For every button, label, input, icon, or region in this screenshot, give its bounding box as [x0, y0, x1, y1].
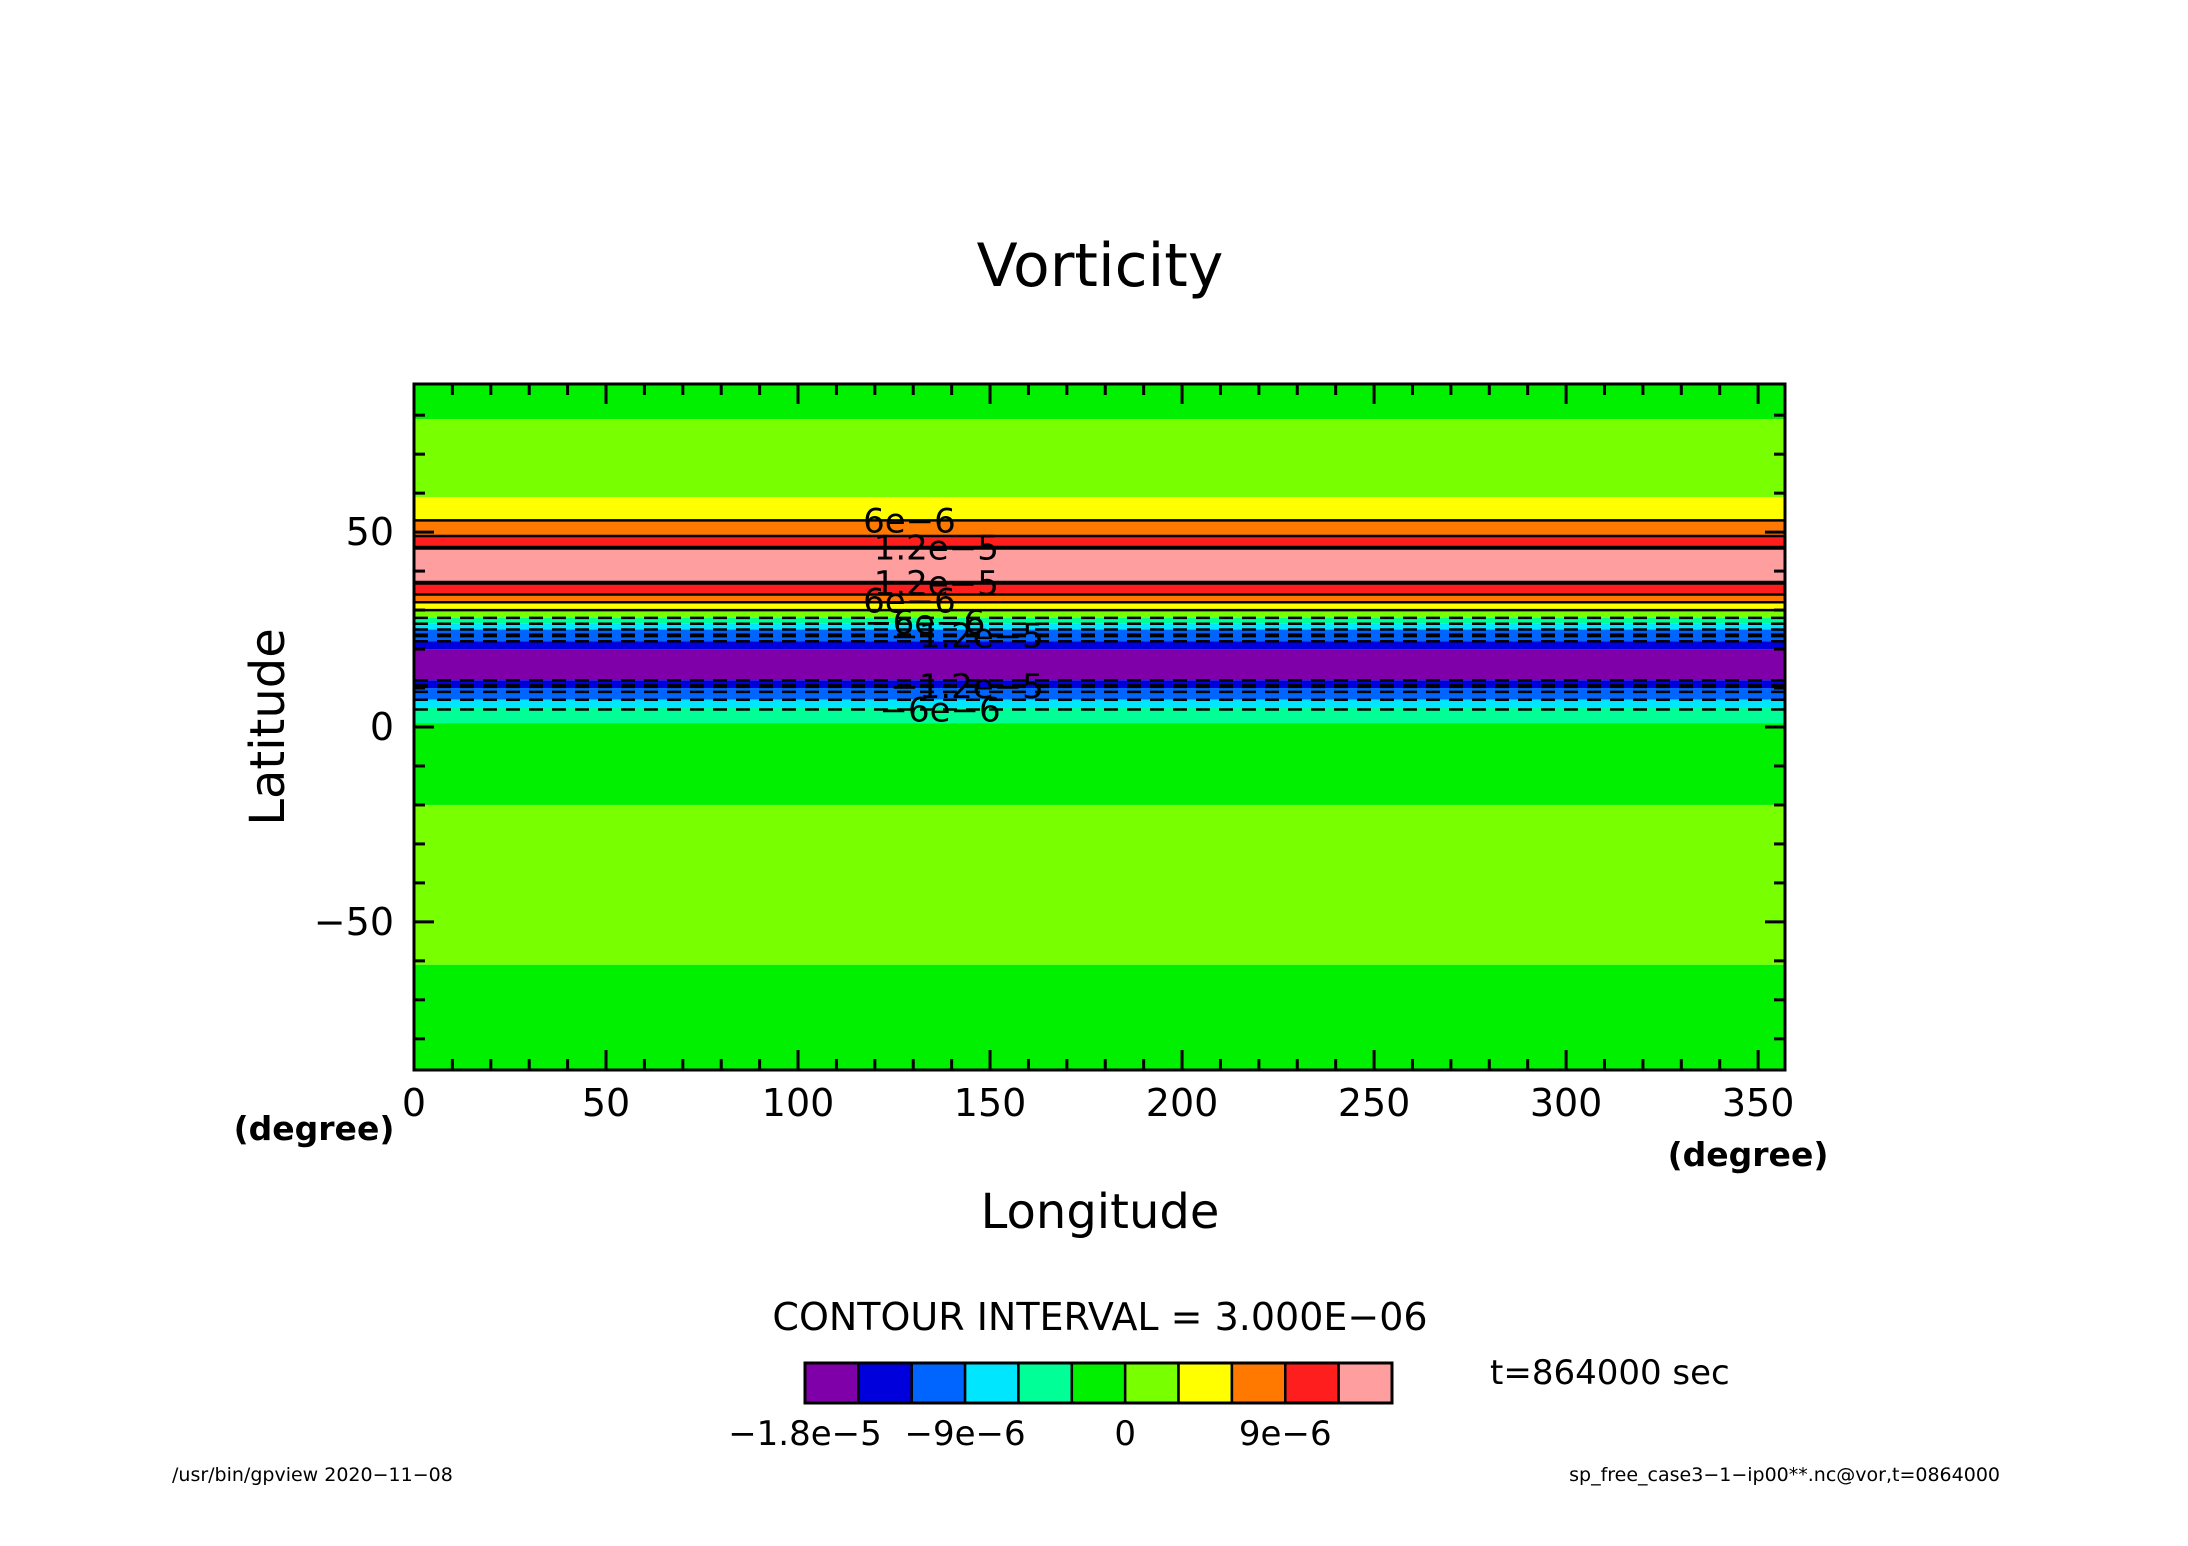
chart-title: Vorticity	[977, 231, 1224, 301]
contour-band-7	[414, 594, 1785, 603]
contour-label-3: 6e−6	[863, 581, 956, 621]
contour-band-21	[414, 964, 1785, 1070]
axis-ticks	[412, 384, 1785, 1070]
contour-fill-bands	[414, 384, 1785, 1070]
x-axis-title: Longitude	[981, 1184, 1220, 1240]
colorbar-label-2: 0	[1114, 1414, 1136, 1454]
contour-band-0	[414, 384, 1785, 420]
colorbar-swatch-5	[1070, 1361, 1127, 1405]
contour-band-4	[414, 536, 1785, 548]
y-axis-title: Latitude	[240, 628, 296, 826]
footer-left: /usr/bin/gpview 2020−11−08	[172, 1464, 453, 1486]
y-tick-label-0: −50	[314, 900, 394, 944]
contour-band-16	[414, 688, 1785, 700]
colorbar-swatch-10	[1337, 1361, 1394, 1405]
colorbar-swatch-7	[1177, 1361, 1234, 1405]
contour-band-12	[414, 629, 1785, 642]
colorbar-label-3: 9e−6	[1239, 1414, 1332, 1454]
colorbar-frame	[803, 1361, 1394, 1405]
contour-band-18	[414, 707, 1785, 724]
contour-band-1	[414, 419, 1785, 498]
contour-band-13	[414, 641, 1785, 650]
colorbar-swatch-6	[1123, 1361, 1180, 1405]
contour-interval-label: CONTOUR INTERVAL = 3.000E−06	[772, 1295, 1427, 1339]
time-label: t=864000 sec	[1490, 1353, 1730, 1393]
contour-band-14	[414, 649, 1785, 681]
contour-label-0: 6e−6	[863, 501, 956, 541]
contour-label-6: −1.2e−5	[890, 667, 1044, 707]
colorbar-swatch-2	[910, 1361, 967, 1405]
x-tick-label-0: 0	[402, 1081, 426, 1125]
colorbar-label-0: −1.8e−5	[728, 1414, 882, 1454]
contour-label-4: −6e−6	[864, 603, 985, 643]
x-tick-label-2: 100	[762, 1081, 835, 1125]
y-tick-label-1: 0	[370, 705, 394, 749]
colorbar-swatch-4	[1017, 1361, 1074, 1405]
x-tick-labels: 0 50 100 150 200 250 300 350	[402, 1081, 1794, 1125]
x-tick-label-7: 350	[1722, 1081, 1795, 1125]
colorbar-swatch-8	[1230, 1361, 1287, 1405]
x-tick-label-6: 300	[1530, 1081, 1603, 1125]
contour-label-5: −1.2e−5	[890, 616, 1044, 656]
y-tick-labels: −50 0 50	[314, 510, 394, 944]
colorbar-label-1: −9e−6	[905, 1414, 1026, 1454]
contour-band-9	[414, 610, 1785, 618]
contour-band-2	[414, 497, 1785, 521]
contour-band-5	[414, 547, 1785, 583]
x-unit-label: (degree)	[1668, 1135, 1829, 1174]
contour-band-6	[414, 582, 1785, 595]
contour-lines	[414, 519, 1785, 711]
colorbar	[803, 1361, 1394, 1405]
contour-band-19	[414, 723, 1785, 805]
x-tick-label-5: 250	[1338, 1081, 1411, 1125]
colorbar-swatch-3	[963, 1361, 1020, 1405]
colorbar-swatch-9	[1284, 1361, 1340, 1405]
y-tick-label-2: 50	[346, 510, 394, 554]
contour-band-15	[414, 680, 1785, 689]
contour-band-8	[414, 602, 1785, 611]
colorbar-swatch-0	[803, 1361, 860, 1405]
contour-label-1: 1.2e−5	[874, 529, 999, 569]
contour-band-10	[414, 617, 1785, 624]
y-unit-label: (degree)	[234, 1109, 395, 1148]
colorbar-swatch-1	[857, 1361, 913, 1405]
contour-band-20	[414, 804, 1785, 965]
contour-label-7: −6e−6	[880, 690, 1001, 730]
contour-band-17	[414, 699, 1785, 708]
contour-labels: 6e−61.2e−51.2e−56e−6−6e−6−1.2e−5−1.2e−5−…	[863, 501, 1044, 730]
x-tick-label-3: 150	[954, 1081, 1027, 1125]
x-tick-label-1: 50	[582, 1081, 630, 1125]
contour-label-2: 1.2e−5	[874, 564, 999, 604]
footer-right: sp_free_case3−1−ip00**.nc@vor,t=0864000	[1569, 1464, 2000, 1486]
colorbar-labels: −1.8e−5 −9e−6 0 9e−6	[728, 1414, 1331, 1454]
x-tick-label-4: 200	[1146, 1081, 1219, 1125]
contour-band-3	[414, 520, 1785, 537]
contour-band-11	[414, 623, 1785, 630]
